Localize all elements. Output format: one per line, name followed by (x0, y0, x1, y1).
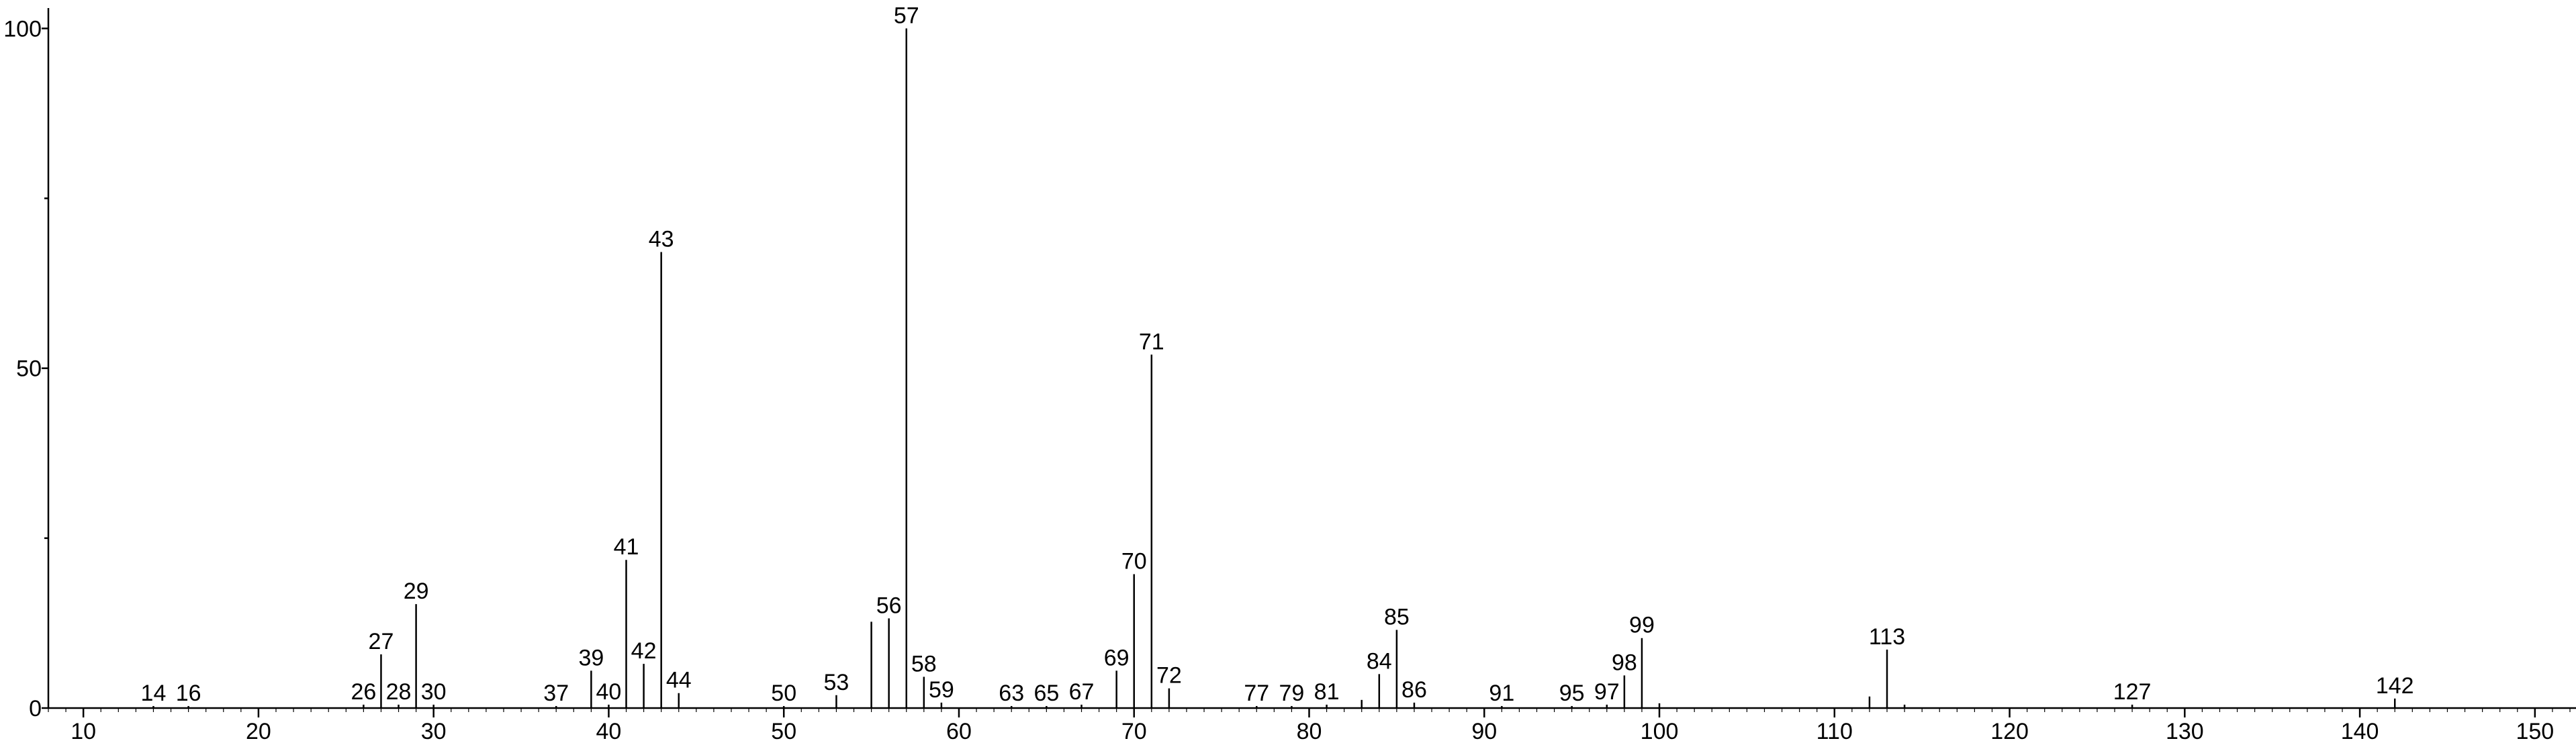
x-tick-label: 60 (946, 719, 972, 744)
peak-label: 99 (1629, 613, 1655, 638)
peak-label: 70 (1121, 549, 1147, 575)
x-tick-label: 50 (771, 719, 796, 744)
peak-label: 98 (1612, 650, 1637, 675)
peak-label: 26 (351, 679, 376, 705)
peak-label: 27 (369, 629, 394, 654)
peak-label: 127 (2113, 679, 2152, 705)
y-tick-label: 0 (29, 696, 42, 721)
peak-label: 14 (141, 681, 167, 706)
peak-label: 41 (614, 534, 639, 560)
peak-label: 44 (666, 668, 692, 693)
peak-label: 50 (771, 681, 796, 706)
x-tick-label: 70 (1121, 719, 1147, 744)
peak-label: 91 (1489, 681, 1514, 706)
peak-label: 86 (1401, 677, 1427, 703)
x-tick-label: 130 (2166, 719, 2204, 744)
peak-label: 58 (911, 651, 937, 677)
peak-label: 37 (543, 681, 569, 706)
x-tick-label: 140 (2341, 719, 2379, 744)
peak-label: 29 (404, 579, 429, 604)
peak-label: 72 (1156, 663, 1182, 689)
peak-label: 42 (631, 638, 657, 664)
x-tick-label: 150 (2516, 719, 2554, 744)
x-tick-label: 20 (246, 719, 271, 744)
peak-label: 77 (1244, 681, 1269, 706)
x-tick-label: 120 (1990, 719, 2029, 744)
peak-label: 63 (999, 681, 1024, 706)
peak-label: 97 (1594, 679, 1620, 705)
peak-label: 142 (2376, 673, 2414, 699)
x-tick-label: 100 (1641, 719, 1679, 744)
peak-label: 40 (596, 679, 622, 705)
x-tick-label: 40 (596, 719, 622, 744)
peak-label: 28 (386, 679, 412, 705)
peak-label: 67 (1069, 679, 1095, 705)
x-tick-label: 90 (1471, 719, 1497, 744)
peak-label: 53 (824, 670, 849, 695)
peak-label: 16 (176, 681, 201, 706)
peak-label: 95 (1559, 681, 1585, 706)
peak-label: 85 (1384, 605, 1410, 630)
peak-label: 57 (894, 3, 919, 28)
peak-label: 79 (1279, 681, 1305, 706)
y-tick-label: 50 (16, 356, 42, 382)
peak-label: 71 (1139, 329, 1164, 354)
peak-label: 113 (1869, 624, 1905, 650)
peak-label: 43 (649, 227, 674, 252)
peak-label: 84 (1367, 648, 1392, 674)
peak-label: 59 (929, 677, 954, 703)
x-tick-label: 10 (71, 719, 96, 744)
peak-label: 81 (1314, 679, 1340, 705)
peak-label: 39 (578, 645, 604, 670)
x-tick-label: 110 (1816, 719, 1853, 744)
peak-label: 69 (1104, 645, 1130, 670)
peak-label: 56 (876, 593, 902, 618)
peak-label: 65 (1033, 681, 1059, 706)
y-tick-label: 100 (3, 16, 42, 42)
peak-label: 30 (421, 679, 447, 705)
x-tick-label: 30 (421, 719, 447, 744)
x-tick-label: 80 (1297, 719, 1322, 744)
